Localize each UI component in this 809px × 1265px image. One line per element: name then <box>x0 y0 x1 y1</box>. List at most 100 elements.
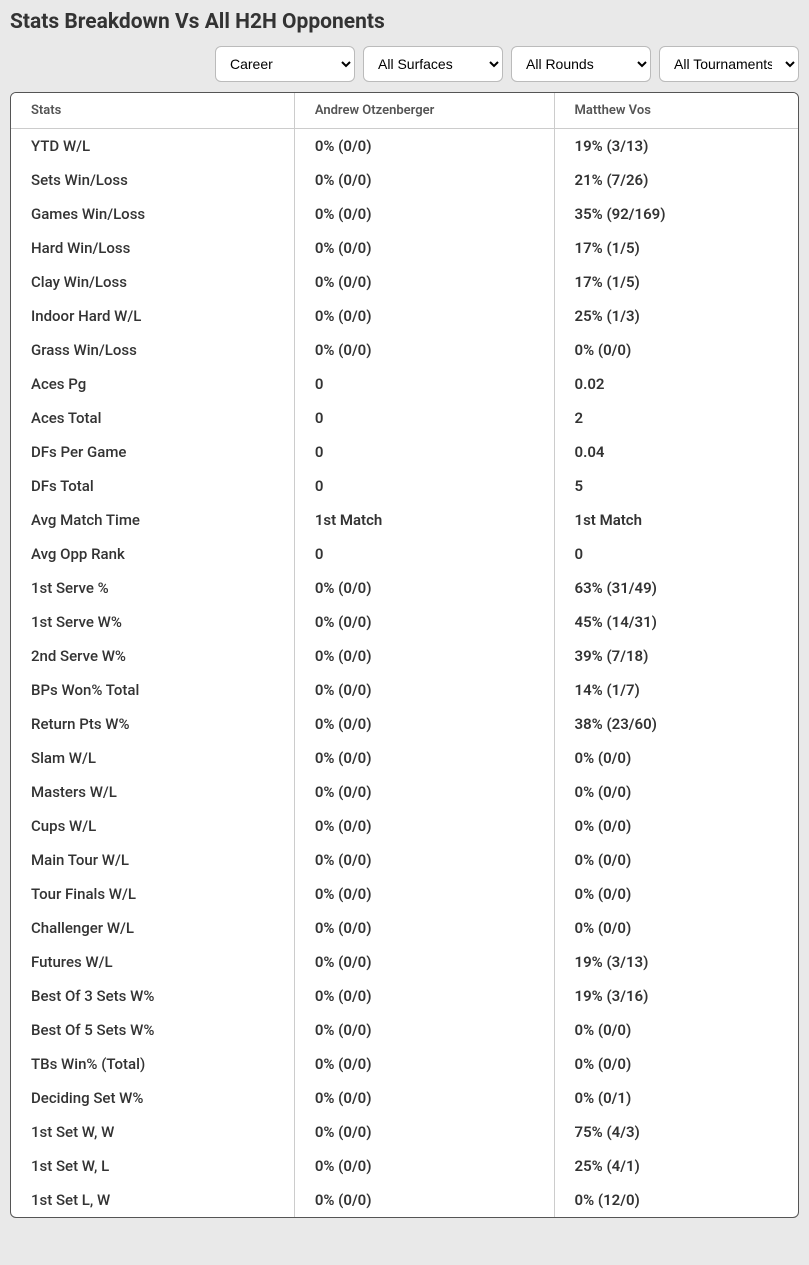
table-row: Grass Win/Loss0% (0/0)0% (0/0) <box>11 333 798 367</box>
stat-label: Games Win/Loss <box>11 197 294 231</box>
stat-player1-value: 0% (0/0) <box>294 1013 554 1047</box>
stat-label: Masters W/L <box>11 775 294 809</box>
table-row: Return Pts W%0% (0/0)38% (23/60) <box>11 707 798 741</box>
stat-player1-value: 0% (0/0) <box>294 809 554 843</box>
stat-player2-value: 0 <box>554 537 798 571</box>
stat-player2-value: 1st Match <box>554 503 798 537</box>
table-row: DFs Total05 <box>11 469 798 503</box>
col-header-player2: Matthew Vos <box>554 93 798 129</box>
table-row: Avg Match Time1st Match1st Match <box>11 503 798 537</box>
stat-player2-value: 2 <box>554 401 798 435</box>
table-row: Clay Win/Loss0% (0/0)17% (1/5) <box>11 265 798 299</box>
stat-player2-value: 39% (7/18) <box>554 639 798 673</box>
stat-player1-value: 0% (0/0) <box>294 775 554 809</box>
stat-player2-value: 0% (0/0) <box>554 1013 798 1047</box>
stat-player1-value: 0% (0/0) <box>294 877 554 911</box>
stat-label: Best Of 3 Sets W% <box>11 979 294 1013</box>
stat-player2-value: 21% (7/26) <box>554 163 798 197</box>
stat-player1-value: 0% (0/0) <box>294 741 554 775</box>
table-row: Games Win/Loss0% (0/0)35% (92/169) <box>11 197 798 231</box>
stat-label: 1st Set L, W <box>11 1183 294 1217</box>
stat-player1-value: 0% (0/0) <box>294 1183 554 1217</box>
stat-player2-value: 0% (0/1) <box>554 1081 798 1115</box>
stat-player2-value: 25% (1/3) <box>554 299 798 333</box>
stat-label: Hard Win/Loss <box>11 231 294 265</box>
stat-player1-value: 0% (0/0) <box>294 843 554 877</box>
stat-label: TBs Win% (Total) <box>11 1047 294 1081</box>
stats-breakdown-panel: Stats Breakdown Vs All H2H Opponents Car… <box>0 0 809 1228</box>
filter-career[interactable]: Career <box>215 46 355 82</box>
stat-player1-value: 0% (0/0) <box>294 707 554 741</box>
table-row: Challenger W/L0% (0/0)0% (0/0) <box>11 911 798 945</box>
stat-player1-value: 0% (0/0) <box>294 639 554 673</box>
table-row: Best Of 5 Sets W%0% (0/0)0% (0/0) <box>11 1013 798 1047</box>
stat-player1-value: 0 <box>294 435 554 469</box>
table-row: 1st Serve W%0% (0/0)45% (14/31) <box>11 605 798 639</box>
stat-label: Aces Total <box>11 401 294 435</box>
table-row: Futures W/L0% (0/0)19% (3/13) <box>11 945 798 979</box>
stat-player2-value: 0% (0/0) <box>554 775 798 809</box>
table-row: 1st Set L, W0% (0/0)0% (12/0) <box>11 1183 798 1217</box>
filter-rounds[interactable]: All Rounds <box>511 46 651 82</box>
stat-label: Futures W/L <box>11 945 294 979</box>
stat-player2-value: 0.04 <box>554 435 798 469</box>
stat-label: Grass Win/Loss <box>11 333 294 367</box>
stat-label: Return Pts W% <box>11 707 294 741</box>
stat-player1-value: 0% (0/0) <box>294 333 554 367</box>
table-row: 1st Set W, L0% (0/0)25% (4/1) <box>11 1149 798 1183</box>
stat-player2-value: 0% (0/0) <box>554 741 798 775</box>
stat-player2-value: 63% (31/49) <box>554 571 798 605</box>
table-header-row: Stats Andrew Otzenberger Matthew Vos <box>11 93 798 129</box>
stat-player1-value: 0% (0/0) <box>294 571 554 605</box>
table-row: Deciding Set W%0% (0/0)0% (0/1) <box>11 1081 798 1115</box>
stat-player1-value: 0 <box>294 401 554 435</box>
table-row: 1st Serve %0% (0/0)63% (31/49) <box>11 571 798 605</box>
table-row: Aces Total02 <box>11 401 798 435</box>
stat-player1-value: 1st Match <box>294 503 554 537</box>
table-row: Tour Finals W/L0% (0/0)0% (0/0) <box>11 877 798 911</box>
stat-player2-value: 14% (1/7) <box>554 673 798 707</box>
stat-label: Tour Finals W/L <box>11 877 294 911</box>
stat-label: 2nd Serve W% <box>11 639 294 673</box>
stat-player2-value: 25% (4/1) <box>554 1149 798 1183</box>
stat-label: 1st Set W, W <box>11 1115 294 1149</box>
stat-label: Aces Pg <box>11 367 294 401</box>
page-title: Stats Breakdown Vs All H2H Opponents <box>10 10 799 34</box>
table-row: Avg Opp Rank00 <box>11 537 798 571</box>
stat-player2-value: 0% (0/0) <box>554 911 798 945</box>
table-row: TBs Win% (Total)0% (0/0)0% (0/0) <box>11 1047 798 1081</box>
stat-player2-value: 19% (3/16) <box>554 979 798 1013</box>
table-row: Main Tour W/L0% (0/0)0% (0/0) <box>11 843 798 877</box>
stat-player2-value: 0.02 <box>554 367 798 401</box>
stat-player1-value: 0% (0/0) <box>294 129 554 164</box>
stat-player2-value: 19% (3/13) <box>554 945 798 979</box>
filter-surfaces[interactable]: All Surfaces <box>363 46 503 82</box>
stat-player1-value: 0% (0/0) <box>294 265 554 299</box>
stat-player2-value: 38% (23/60) <box>554 707 798 741</box>
stat-player1-value: 0% (0/0) <box>294 163 554 197</box>
stat-label: Sets Win/Loss <box>11 163 294 197</box>
stat-player1-value: 0 <box>294 537 554 571</box>
stat-player1-value: 0% (0/0) <box>294 945 554 979</box>
filter-bar: Career All Surfaces All Rounds All Tourn… <box>10 46 799 82</box>
stat-player2-value: 17% (1/5) <box>554 265 798 299</box>
stat-label: 1st Serve % <box>11 571 294 605</box>
table-row: 1st Set W, W0% (0/0)75% (4/3) <box>11 1115 798 1149</box>
stat-player2-value: 0% (0/0) <box>554 333 798 367</box>
stat-label: YTD W/L <box>11 129 294 164</box>
table-row: Sets Win/Loss0% (0/0)21% (7/26) <box>11 163 798 197</box>
stat-player1-value: 0% (0/0) <box>294 979 554 1013</box>
stat-player1-value: 0% (0/0) <box>294 1047 554 1081</box>
stat-player2-value: 0% (0/0) <box>554 1047 798 1081</box>
stat-label: BPs Won% Total <box>11 673 294 707</box>
stat-label: DFs Total <box>11 469 294 503</box>
stat-label: Cups W/L <box>11 809 294 843</box>
stat-player1-value: 0% (0/0) <box>294 673 554 707</box>
stat-player1-value: 0% (0/0) <box>294 1081 554 1115</box>
table-row: Hard Win/Loss0% (0/0)17% (1/5) <box>11 231 798 265</box>
filter-tournaments[interactable]: All Tournaments <box>659 46 799 82</box>
stat-player2-value: 35% (92/169) <box>554 197 798 231</box>
stats-table-container: Stats Andrew Otzenberger Matthew Vos YTD… <box>10 92 799 1218</box>
col-header-stats: Stats <box>11 93 294 129</box>
stat-player1-value: 0% (0/0) <box>294 605 554 639</box>
